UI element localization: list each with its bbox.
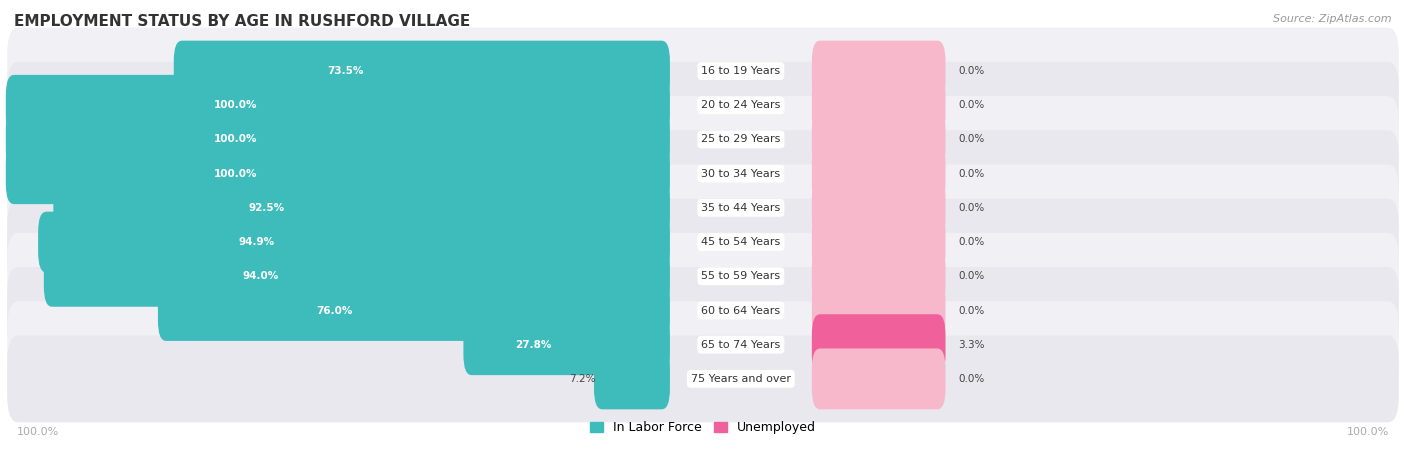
FancyBboxPatch shape: [811, 212, 945, 273]
FancyBboxPatch shape: [811, 177, 945, 238]
Text: 55 to 59 Years: 55 to 59 Years: [702, 271, 780, 281]
Text: 0.0%: 0.0%: [957, 306, 984, 315]
Text: 20 to 24 Years: 20 to 24 Years: [702, 100, 780, 110]
Text: 0.0%: 0.0%: [957, 135, 984, 144]
Text: 60 to 64 Years: 60 to 64 Years: [702, 306, 780, 315]
Text: 16 to 19 Years: 16 to 19 Years: [702, 66, 780, 76]
Text: 100.0%: 100.0%: [214, 100, 257, 110]
FancyBboxPatch shape: [593, 348, 669, 410]
Text: 76.0%: 76.0%: [316, 306, 353, 315]
FancyBboxPatch shape: [7, 27, 1399, 115]
FancyBboxPatch shape: [157, 280, 669, 341]
FancyBboxPatch shape: [7, 130, 1399, 217]
Text: 7.2%: 7.2%: [569, 374, 595, 384]
Text: 92.5%: 92.5%: [249, 203, 285, 213]
FancyBboxPatch shape: [7, 335, 1399, 423]
FancyBboxPatch shape: [811, 143, 945, 204]
Text: 0.0%: 0.0%: [957, 271, 984, 281]
Text: Source: ZipAtlas.com: Source: ZipAtlas.com: [1274, 14, 1392, 23]
Text: 100.0%: 100.0%: [17, 427, 59, 437]
FancyBboxPatch shape: [7, 164, 1399, 252]
Legend: In Labor Force, Unemployed: In Labor Force, Unemployed: [591, 421, 815, 434]
Text: 0.0%: 0.0%: [957, 66, 984, 76]
FancyBboxPatch shape: [6, 109, 669, 170]
FancyBboxPatch shape: [6, 143, 669, 204]
Text: 94.9%: 94.9%: [239, 237, 276, 247]
Text: 75 Years and over: 75 Years and over: [690, 374, 792, 384]
FancyBboxPatch shape: [811, 280, 945, 341]
FancyBboxPatch shape: [7, 198, 1399, 286]
Text: 73.5%: 73.5%: [326, 66, 363, 76]
Text: 0.0%: 0.0%: [957, 237, 984, 247]
Text: 27.8%: 27.8%: [515, 340, 551, 350]
Text: 0.0%: 0.0%: [957, 374, 984, 384]
FancyBboxPatch shape: [53, 177, 669, 238]
Text: 30 to 34 Years: 30 to 34 Years: [702, 169, 780, 179]
FancyBboxPatch shape: [811, 40, 945, 102]
Text: 94.0%: 94.0%: [242, 271, 278, 281]
FancyBboxPatch shape: [811, 109, 945, 170]
FancyBboxPatch shape: [811, 348, 945, 410]
Text: 25 to 29 Years: 25 to 29 Years: [702, 135, 780, 144]
FancyBboxPatch shape: [7, 233, 1399, 320]
FancyBboxPatch shape: [174, 40, 669, 102]
FancyBboxPatch shape: [6, 75, 669, 136]
FancyBboxPatch shape: [44, 246, 669, 307]
Text: 0.0%: 0.0%: [957, 203, 984, 213]
Text: 100.0%: 100.0%: [1347, 427, 1389, 437]
FancyBboxPatch shape: [7, 267, 1399, 354]
FancyBboxPatch shape: [7, 62, 1399, 149]
Text: 45 to 54 Years: 45 to 54 Years: [702, 237, 780, 247]
FancyBboxPatch shape: [464, 314, 669, 375]
Text: 65 to 74 Years: 65 to 74 Years: [702, 340, 780, 350]
Text: 35 to 44 Years: 35 to 44 Years: [702, 203, 780, 213]
FancyBboxPatch shape: [811, 246, 945, 307]
Text: 0.0%: 0.0%: [957, 169, 984, 179]
FancyBboxPatch shape: [811, 75, 945, 136]
Text: 3.3%: 3.3%: [957, 340, 984, 350]
Text: 0.0%: 0.0%: [957, 100, 984, 110]
Text: 100.0%: 100.0%: [214, 169, 257, 179]
FancyBboxPatch shape: [38, 212, 669, 273]
FancyBboxPatch shape: [811, 314, 945, 375]
Text: EMPLOYMENT STATUS BY AGE IN RUSHFORD VILLAGE: EMPLOYMENT STATUS BY AGE IN RUSHFORD VIL…: [14, 14, 471, 28]
Text: 100.0%: 100.0%: [214, 135, 257, 144]
FancyBboxPatch shape: [7, 96, 1399, 183]
FancyBboxPatch shape: [7, 301, 1399, 388]
